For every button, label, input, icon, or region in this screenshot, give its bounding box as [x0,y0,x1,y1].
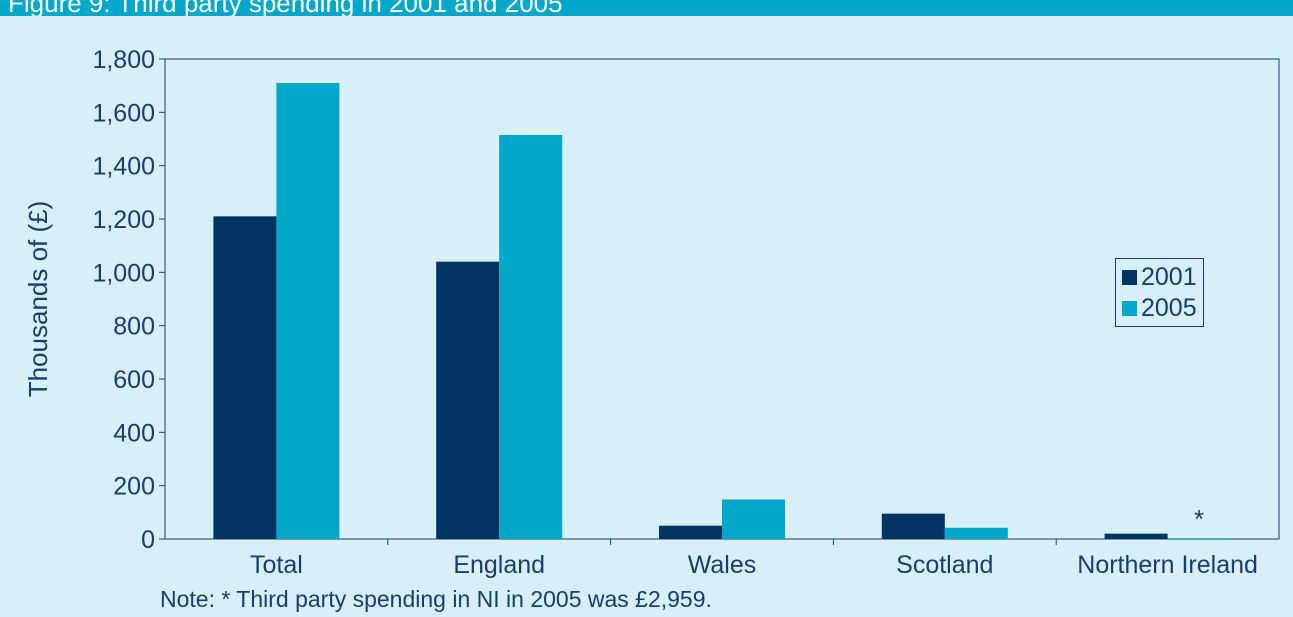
annotation-asterisk: * [1194,504,1204,534]
y-tick-label: 200 [113,473,155,501]
x-tick-label: Northern Ireland [1077,551,1258,579]
bar-2001-northern-ireland [1104,533,1168,539]
y-tick-label: 1,800 [92,46,155,74]
chart-legend: 2001 2005 [1115,258,1204,327]
x-tick-label: Scotland [896,551,993,579]
bar-2005-northern-ireland [1167,538,1231,539]
y-tick-label: 1,200 [92,206,155,234]
bar-2005-england [499,135,563,539]
bar-2001-total [213,216,277,540]
figure-title: Figure 9: Third party spending in 2001 a… [8,0,563,16]
x-tick-label: Total [250,551,303,579]
bar-2001-scotland [881,513,945,539]
legend-label-2005: 2005 [1141,294,1197,322]
bar-2001-england [436,261,500,539]
chart-note: Note: * Third party spending in NI in 20… [160,586,712,612]
y-tick-label: 1,600 [92,99,155,127]
legend-swatch-2001 [1122,270,1137,285]
bar-2005-wales [722,499,785,539]
y-tick-label: 1,400 [92,153,155,181]
y-axis-label: Thousands of (£) [23,201,53,398]
y-tick-label: 0 [141,526,155,554]
x-tick-label: England [453,551,545,579]
legend-swatch-2005 [1122,301,1137,316]
bar-2005-scotland [944,527,1008,539]
legend-item-2005: 2005 [1122,293,1197,324]
legend-item-2001: 2001 [1122,262,1197,293]
y-tick-label: 600 [113,366,155,394]
figure-title-bar: Figure 9: Third party spending in 2001 a… [0,0,1293,16]
y-tick-label: 800 [113,313,155,341]
legend-label-2001: 2001 [1141,263,1197,291]
bar-2001-wales [659,525,722,539]
y-tick-label: 1,000 [92,259,155,287]
x-tick-label: Wales [688,551,757,579]
bar-2005-total [276,83,340,539]
y-tick-label: 400 [113,419,155,447]
